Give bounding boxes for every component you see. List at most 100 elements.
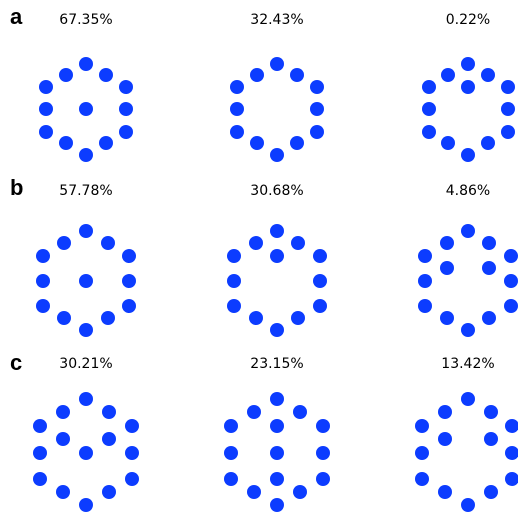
dot (270, 392, 284, 406)
dot (227, 249, 241, 263)
dot (440, 236, 454, 250)
dot (415, 472, 429, 486)
dot (422, 80, 436, 94)
dot (230, 80, 244, 94)
dot (119, 125, 133, 139)
dot (33, 472, 47, 486)
dot (481, 136, 495, 150)
dot (270, 472, 284, 486)
dot (482, 311, 496, 325)
dot (57, 311, 71, 325)
dot (438, 405, 452, 419)
dot (79, 102, 93, 116)
dot (102, 432, 116, 446)
dot (36, 299, 50, 313)
dot (102, 485, 116, 499)
panel-label: c (10, 350, 22, 375)
dot (59, 68, 73, 82)
dot (249, 236, 263, 250)
dot (501, 125, 515, 139)
dot (247, 485, 261, 499)
dot (461, 498, 475, 512)
dot (36, 274, 50, 288)
dot (418, 299, 432, 313)
dot (57, 236, 71, 250)
dot (484, 485, 498, 499)
dot (249, 311, 263, 325)
percentage: 4.86% (446, 183, 490, 199)
dot (79, 148, 93, 162)
dot (39, 102, 53, 116)
dot (461, 224, 475, 238)
dot (247, 405, 261, 419)
dot (119, 102, 133, 116)
dot (122, 274, 136, 288)
dot (293, 485, 307, 499)
dot (224, 419, 238, 433)
dot (313, 249, 327, 263)
dot (270, 57, 284, 71)
dot (101, 311, 115, 325)
dot (481, 68, 495, 82)
dot (125, 446, 139, 460)
dot (422, 125, 436, 139)
dot (441, 136, 455, 150)
dot (33, 446, 47, 460)
percentage: 57.78% (59, 183, 112, 199)
dot (122, 299, 136, 313)
dot (461, 57, 475, 71)
percentage: 67.35% (59, 12, 112, 28)
dot (504, 299, 518, 313)
dot (227, 274, 241, 288)
dot (461, 80, 475, 94)
dot (482, 261, 496, 275)
dot (290, 136, 304, 150)
dot (79, 274, 93, 288)
dot (505, 472, 518, 486)
dot (99, 136, 113, 150)
dot (39, 125, 53, 139)
dot (461, 148, 475, 162)
dot (125, 419, 139, 433)
clusters (33, 57, 518, 512)
dot (310, 80, 324, 94)
percentage: 32.43% (250, 12, 303, 28)
dot (230, 125, 244, 139)
dot (56, 485, 70, 499)
dot (250, 136, 264, 150)
dot (270, 419, 284, 433)
dot (39, 80, 53, 94)
dot (415, 446, 429, 460)
dot (99, 68, 113, 82)
dot (230, 102, 244, 116)
dot (270, 323, 284, 337)
dot (101, 236, 115, 250)
dot (504, 249, 518, 263)
dot (310, 125, 324, 139)
dot (270, 498, 284, 512)
dot (313, 274, 327, 288)
dot (316, 472, 330, 486)
percentage: 30.68% (250, 183, 303, 199)
dot (418, 274, 432, 288)
dot (227, 299, 241, 313)
dot (484, 405, 498, 419)
dot (56, 432, 70, 446)
dot (484, 432, 498, 446)
percentage: 30.21% (59, 356, 112, 372)
dot (461, 323, 475, 337)
dot (79, 498, 93, 512)
panel-label: b (10, 175, 23, 200)
dot (316, 419, 330, 433)
dot (224, 446, 238, 460)
percentage: 13.42% (441, 356, 494, 372)
dot (422, 102, 436, 116)
dot (102, 405, 116, 419)
dot (250, 68, 264, 82)
dot (440, 311, 454, 325)
dot (310, 102, 324, 116)
dot (505, 419, 518, 433)
dot (504, 274, 518, 288)
dot (79, 57, 93, 71)
